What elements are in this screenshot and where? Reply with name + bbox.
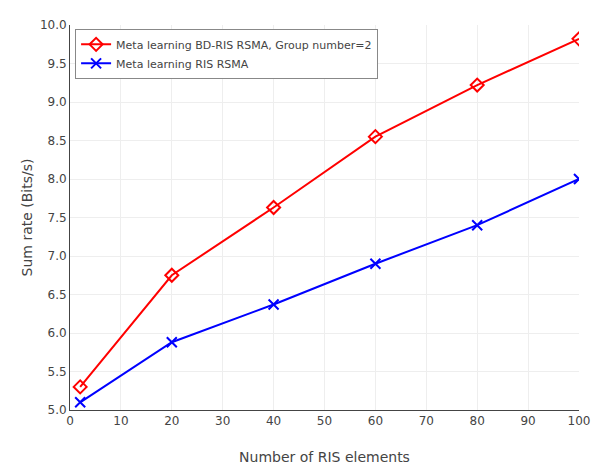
- svg-text:50: 50: [317, 414, 332, 428]
- svg-text:90: 90: [520, 414, 535, 428]
- svg-text:9.5: 9.5: [48, 57, 67, 71]
- svg-text:0: 0: [66, 414, 74, 428]
- svg-text:Meta learning BD-RIS RSMA, Gro: Meta learning BD-RIS RSMA, Group number=…: [116, 39, 371, 52]
- svg-text:80: 80: [470, 414, 485, 428]
- svg-text:60: 60: [368, 414, 383, 428]
- svg-text:6.0: 6.0: [48, 326, 67, 340]
- svg-text:7.0: 7.0: [48, 249, 67, 263]
- svg-text:10: 10: [113, 414, 128, 428]
- svg-text:Meta learning RIS RSMA: Meta learning RIS RSMA: [116, 58, 249, 71]
- svg-text:5.0: 5.0: [48, 403, 67, 417]
- svg-text:6.5: 6.5: [48, 288, 67, 302]
- svg-text:20: 20: [164, 414, 179, 428]
- svg-text:7.5: 7.5: [48, 211, 67, 225]
- svg-text:9.0: 9.0: [48, 95, 67, 109]
- svg-text:40: 40: [266, 414, 281, 428]
- svg-text:Number of RIS elements: Number of RIS elements: [239, 449, 410, 465]
- svg-text:8.0: 8.0: [48, 172, 67, 186]
- svg-text:30: 30: [215, 414, 230, 428]
- svg-text:100: 100: [568, 414, 591, 428]
- svg-text:8.5: 8.5: [48, 134, 67, 148]
- svg-text:70: 70: [419, 414, 434, 428]
- svg-text:Sum rate (Bits/s): Sum rate (Bits/s): [19, 159, 35, 277]
- svg-text:5.5: 5.5: [48, 365, 67, 379]
- svg-text:10.0: 10.0: [40, 18, 67, 32]
